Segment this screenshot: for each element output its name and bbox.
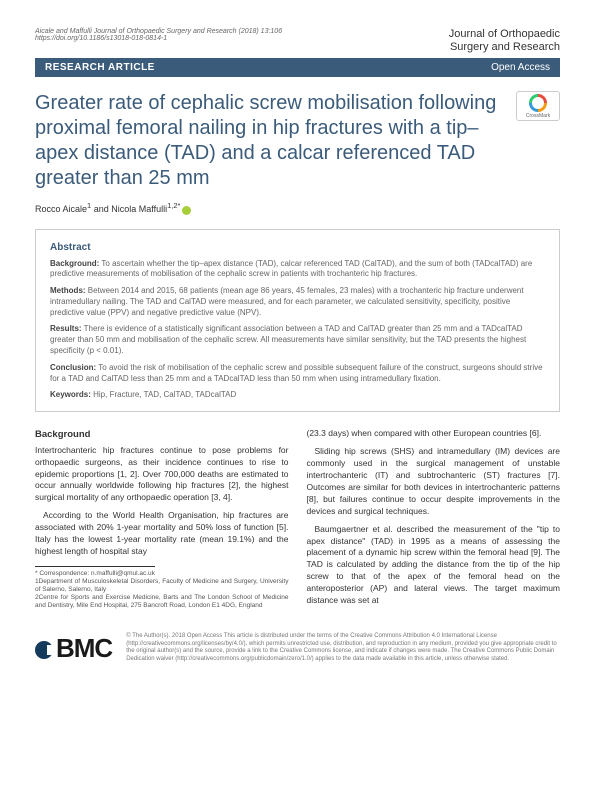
affiliation-2: 2Centre for Sports and Exercise Medicine… bbox=[35, 594, 289, 610]
title-row: Greater rate of cephalic screw mobilisat… bbox=[35, 91, 560, 191]
page: Aicale and Maffulli Journal of Orthopaed… bbox=[0, 0, 595, 672]
doi: https://doi.org/10.1186/s13018-018-0814-… bbox=[35, 35, 282, 42]
citation: Aicale and Maffulli Journal of Orthopaed… bbox=[35, 28, 282, 35]
abstract-heading: Abstract bbox=[50, 242, 545, 253]
footer: BMC © The Author(s). 2018 Open Access Th… bbox=[35, 625, 560, 672]
left-column: Background Intertrochanteric hip fractur… bbox=[35, 428, 289, 612]
footnotes: * Correspondence: n.maffulli@qmul.ac.uk … bbox=[35, 570, 289, 611]
crossmark-icon bbox=[529, 94, 547, 112]
correspondence: * Correspondence: n.maffulli@qmul.ac.uk bbox=[35, 570, 289, 578]
author-1: Rocco Aicale bbox=[35, 204, 87, 214]
right-column: (23.3 days) when compared with other Eur… bbox=[307, 428, 561, 612]
abstract-box: Abstract Background: To ascertain whethe… bbox=[35, 229, 560, 413]
abstract-conclusion: Conclusion: To avoid the risk of mobilis… bbox=[50, 363, 545, 385]
article-type-banner: RESEARCH ARTICLE Open Access bbox=[35, 58, 560, 77]
orcid-icon[interactable] bbox=[182, 206, 191, 215]
license-text: © The Author(s). 2018 Open Access This a… bbox=[126, 633, 560, 663]
body-paragraph: Intertrochanteric hip fractures continue… bbox=[35, 445, 289, 504]
authors: Rocco Aicale1 and Nicola Maffulli1,2* bbox=[35, 201, 560, 214]
abstract-background: Background: To ascertain whether the tip… bbox=[50, 259, 545, 281]
article-title: Greater rate of cephalic screw mobilisat… bbox=[35, 91, 506, 191]
body-columns: Background Intertrochanteric hip fractur… bbox=[35, 428, 560, 612]
bmc-logo-icon bbox=[35, 641, 53, 659]
abstract-results: Results: There is evidence of a statisti… bbox=[50, 324, 545, 356]
affiliation-1: 1Department of Musculoskeletal Disorders… bbox=[35, 578, 289, 594]
body-paragraph: Sliding hip screws (SHS) and intramedull… bbox=[307, 446, 561, 517]
background-heading: Background bbox=[35, 428, 289, 441]
footnote-rule bbox=[35, 566, 155, 567]
abstract-methods: Methods: Between 2014 and 2015, 68 patie… bbox=[50, 286, 545, 318]
body-paragraph: According to the World Health Organisati… bbox=[35, 510, 289, 558]
author-2: Nicola Maffulli bbox=[111, 204, 167, 214]
body-paragraph: (23.3 days) when compared with other Eur… bbox=[307, 428, 561, 440]
body-paragraph: Baumgaertner et al. described the measur… bbox=[307, 524, 561, 607]
bmc-logo: BMC bbox=[35, 633, 112, 664]
open-access-label: Open Access bbox=[491, 62, 550, 73]
crossmark-badge[interactable]: CrossMark bbox=[516, 91, 560, 121]
header-left: Aicale and Maffulli Journal of Orthopaed… bbox=[35, 28, 282, 54]
running-header: Aicale and Maffulli Journal of Orthopaed… bbox=[35, 28, 560, 54]
keywords: Keywords: Hip, Fracture, TAD, CalTAD, TA… bbox=[50, 390, 545, 399]
crossmark-label: CrossMark bbox=[526, 113, 550, 119]
journal-name: Journal of Orthopaedic Surgery and Resea… bbox=[449, 28, 560, 54]
article-type: RESEARCH ARTICLE bbox=[45, 62, 155, 73]
